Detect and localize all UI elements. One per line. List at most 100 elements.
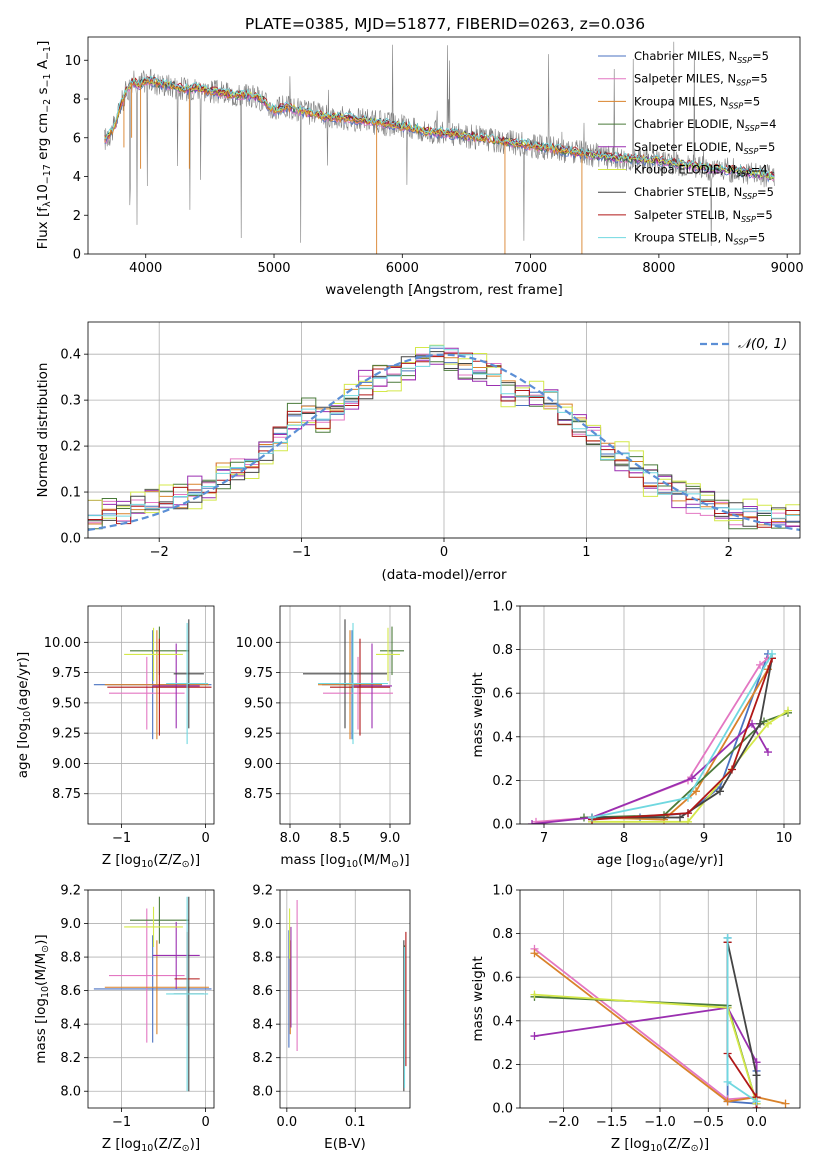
- legend-count: =5: [756, 208, 773, 222]
- legend-name: Salpeter ELODIE, N: [634, 140, 744, 154]
- spectrum-xtick-label: 5000: [257, 261, 290, 276]
- residuals-xtick-label: 0: [440, 545, 448, 560]
- spectrum-ylabel-part: 10: [35, 184, 51, 201]
- residuals-xtick-label: 1: [582, 545, 590, 560]
- z-weight-xlabel-part: 10: [650, 1143, 662, 1154]
- legend-sub: SSP: [734, 238, 749, 247]
- legend-name: Salpeter STELIB, N: [634, 208, 741, 222]
- spectrum-legend-label: Kroupa ELODIE, NSSP=4: [634, 163, 768, 179]
- legend-name: Salpeter MILES, N: [634, 72, 736, 86]
- z-mass-marks: [93, 896, 212, 1092]
- age-weight-marker: [532, 817, 540, 824]
- ebv-mass-ytick-label: 9.0: [252, 917, 273, 932]
- age-weight-xtick-label: 9: [700, 831, 708, 846]
- legend-count: =5: [743, 94, 760, 108]
- ebv-mass-ytick-label: 8.2: [252, 1051, 273, 1066]
- residuals-xtick-label: 2: [725, 545, 733, 560]
- age-weight-ytick-label: 0.2: [492, 774, 513, 789]
- legend-count: =5: [748, 231, 765, 245]
- spectrum-ylabel-part: A: [35, 59, 51, 73]
- ebv-mass-ytick-label: 8.8: [252, 951, 273, 966]
- spectrum-ylabel-part: −1: [42, 73, 53, 87]
- age-weight-xtick-label: 8: [620, 831, 628, 846]
- mass-age-xlabel-part: mass [log: [280, 852, 346, 868]
- spectrum-legend-label: Kroupa STELIB, NSSP=5: [634, 231, 765, 247]
- z-weight-marker: [530, 949, 539, 958]
- age-weight-marker: [756, 719, 764, 728]
- z-age-ytick-label: 9.00: [52, 757, 81, 772]
- z-weight-ytick-label: 0.4: [492, 1014, 513, 1029]
- spectrum-ytick-label: 8: [73, 93, 81, 108]
- z-age-xlabel-part: ⊙: [182, 859, 190, 870]
- residuals-histogram-step: [88, 351, 800, 527]
- z-mass-ytick-label: 8.6: [60, 984, 81, 999]
- age-weight-xlabel: age [log10(age/yr)]: [597, 852, 723, 870]
- z-age-xlabel: Z [log10(Z/Z⊙)]: [102, 852, 200, 870]
- age-weight-series-line: [591, 668, 769, 821]
- residuals-ytick-label: 0.4: [60, 348, 81, 363]
- age-weight-ytick-label: 0.4: [492, 730, 513, 745]
- age-weight-marker: [688, 774, 696, 783]
- age-weight-marker: [764, 748, 772, 757]
- spectrum-legend-label: Chabrier ELODIE, NSSP=4: [634, 117, 776, 133]
- legend-sub: SSP: [744, 147, 759, 156]
- z-mass-ytick-label: 8.4: [60, 1018, 81, 1033]
- z-weight-xlabel-part: ⊙: [691, 1143, 699, 1154]
- legend-name: Chabrier MILES, N: [634, 49, 737, 63]
- mass-age-ytick-label: 9.00: [244, 757, 273, 772]
- residuals-xtick-label: −2: [150, 545, 169, 560]
- spectrum-model-line: [104, 75, 775, 178]
- ebv-mass-frame: [279, 889, 411, 1109]
- age-weight-xtick-label: 7: [540, 831, 548, 846]
- spectrum-ylabel-part: −17: [42, 164, 53, 184]
- spectrum-legend-label: Chabrier MILES, NSSP=5: [634, 49, 769, 65]
- z-weight-ylabel: mass weight: [470, 956, 486, 1041]
- spectrum-frame: [87, 36, 801, 255]
- z-weight-ytick-label: 0.8: [492, 927, 513, 942]
- spectrum-xtick-label: 6000: [386, 261, 419, 276]
- z-age-ytick-label: 9.25: [52, 727, 81, 742]
- legend-count: =5: [757, 185, 774, 199]
- z-weight-xlabel-part: )]: [699, 1136, 710, 1152]
- age-weight-series-line: [591, 657, 773, 821]
- legend-sub: SSP: [736, 79, 751, 88]
- mass-age-xtick-label: 9.0: [380, 831, 401, 846]
- mass-age-xlabel-part: ⊙: [391, 859, 399, 870]
- z-mass-xlabel-part: ⊙: [182, 1143, 190, 1154]
- spectrum-ytick-label: 0: [73, 248, 81, 263]
- legend-name: Chabrier STELIB, N: [634, 185, 742, 199]
- mass-age-ytick-label: 9.50: [244, 696, 273, 711]
- age-weight-marker: [784, 706, 792, 715]
- z-mass-xtick-label: 0: [201, 1115, 209, 1130]
- z-weight-ytick-label: 1.0: [492, 884, 513, 899]
- age-weight-marker: [692, 787, 700, 796]
- legend-sub: SSP: [729, 101, 744, 110]
- z-age-ytick-label: 9.75: [52, 666, 81, 681]
- spectrum-ylabel-part: s: [35, 87, 51, 98]
- spectrum-ylabel-part: ]: [35, 41, 51, 46]
- z-weight-frame: [519, 889, 801, 1109]
- age-weight-xlabel-part: (age/yr)]: [664, 852, 723, 868]
- mass-age-ytick-label: 9.75: [244, 666, 273, 681]
- z-weight-xlabel: Z [log10(Z/Z⊙)]: [611, 1136, 709, 1154]
- spectrum-xlabel: wavelength [Angstrom, rest frame]: [325, 282, 563, 298]
- ebv-mass-xtick-label: 0.0: [276, 1115, 297, 1130]
- z-age-ylabel-part: 10: [22, 711, 33, 723]
- z-age-ylabel-part: age [log: [15, 723, 31, 778]
- z-mass-ytick-label: 9.2: [60, 884, 81, 899]
- spectrum-ytick-label: 10: [64, 54, 81, 69]
- z-age-ytick-label: 10.00: [44, 636, 81, 651]
- z-age-xtick-label: 0: [201, 831, 209, 846]
- age-weight-marker: [588, 813, 596, 822]
- z-weight-xtick-label: 0.0: [746, 1115, 767, 1130]
- z-age-frame: [87, 605, 215, 825]
- z-mass-axes: −1 08.08.28.48.68.89.09.2Z [log10(Z/Z⊙)]m…: [33, 884, 215, 1154]
- z-age-xlabel-part: 10: [141, 859, 153, 870]
- mass-age-marks: [303, 619, 404, 745]
- legend-count: =4: [751, 163, 768, 177]
- z-mass-xlabel-part: )]: [190, 1136, 201, 1152]
- z-weight-marker: [752, 1071, 761, 1080]
- spectrum-ylabel: Flux [fλ10−17 erg cm−2 s−1 A−1]: [35, 41, 53, 250]
